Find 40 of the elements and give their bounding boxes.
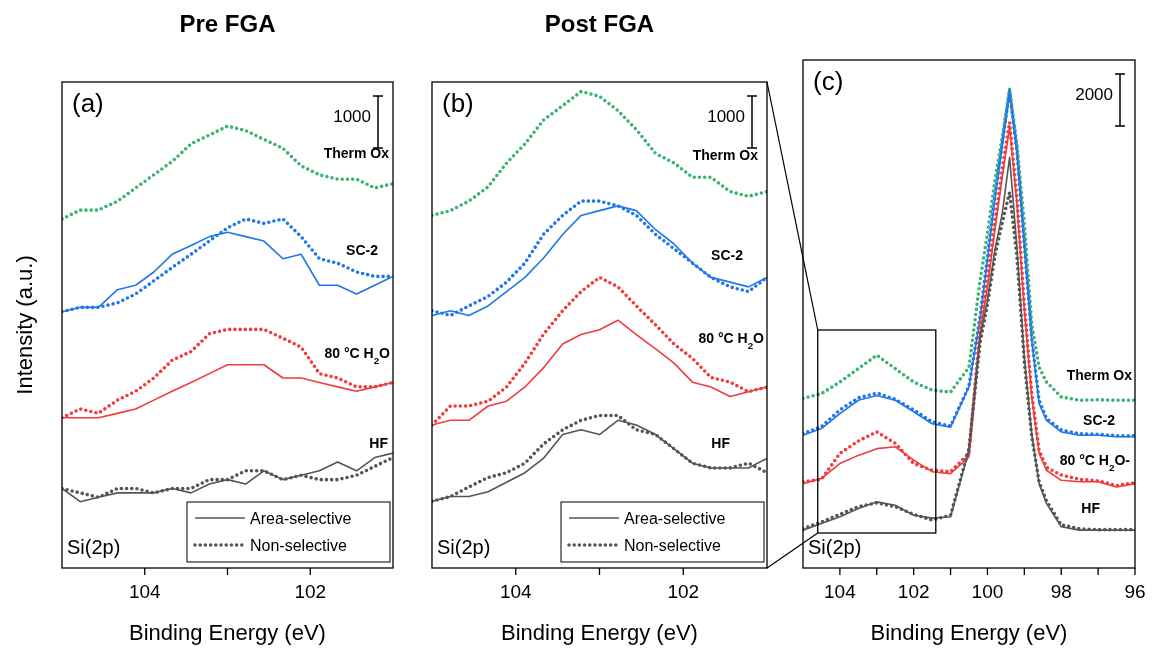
annotation: (c) (813, 66, 844, 96)
x-tick-label: 96 (1124, 581, 1146, 602)
annotation: 80 °C H$_{2}$O- (1059, 451, 1131, 473)
x-axis-title: Binding Energy (eV) (129, 620, 326, 645)
y-axis-title: Intensity (a.u.) (12, 255, 37, 395)
text: (a) (72, 88, 104, 118)
legend-label: Non-selective (250, 536, 348, 554)
annotation: HF (711, 434, 731, 451)
legend-label: Area-selective (250, 509, 352, 527)
text: 1000 (333, 107, 371, 126)
annotation: SC-2 (1083, 411, 1116, 428)
annotation: Si(2p) (808, 536, 862, 558)
chart-title: Pre FGA (179, 10, 276, 37)
chart-title: Post FGA (544, 10, 655, 37)
annotation: (b) (442, 88, 474, 118)
x-tick-label: 104 (128, 581, 162, 602)
annotation: 1000 (707, 107, 745, 126)
annotation: 80 °C H$_{2}$O (324, 344, 391, 366)
annotation: SC-2 (346, 241, 379, 258)
x-axis-title: Binding Energy (eV) (870, 620, 1068, 645)
annotation: Si(2p) (437, 536, 491, 558)
annotation: HF (369, 434, 389, 451)
x-tick-label: 102 (667, 581, 700, 602)
x-axis-title: Binding Energy (eV) (501, 620, 698, 645)
x-tick-label: 98 (1050, 581, 1072, 602)
x-tick-label: 104 (824, 581, 857, 602)
x-tick-label: 104 (499, 581, 533, 602)
annotation: Therm Ox (1066, 366, 1133, 383)
x-tick-label: 102 (897, 581, 930, 602)
annotation: Si(2p) (67, 536, 121, 558)
annotation: Therm Ox (692, 146, 759, 163)
annotation: SC-2 (711, 246, 744, 263)
x-tick-label: 100 (971, 581, 1004, 602)
x-tick-label: 102 (294, 581, 327, 602)
legend-label: Area-selective (624, 509, 726, 527)
annotation: 2000 (1075, 85, 1113, 104)
annotation: 80 °C H$_{2}$O (698, 329, 765, 351)
legend-label: Non-selective (624, 536, 722, 554)
annotation: Therm Ox (323, 144, 390, 161)
annotation: HF (1081, 499, 1101, 516)
